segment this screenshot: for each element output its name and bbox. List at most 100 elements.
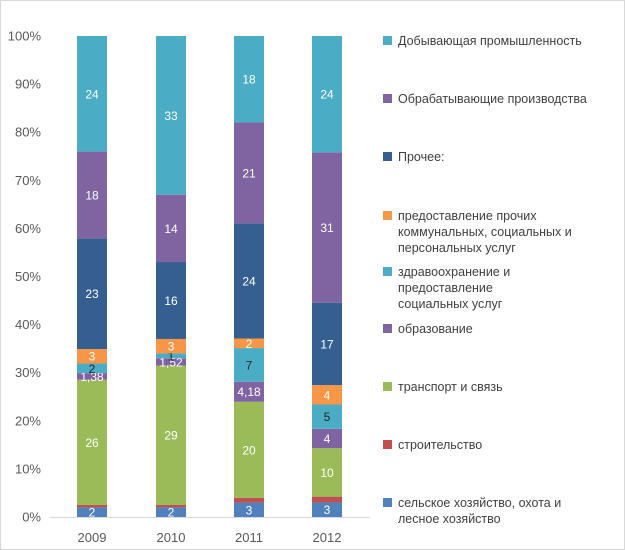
legend-label: Прочее: [398, 150, 445, 164]
bar-segment [156, 507, 186, 517]
data-label: 2 [168, 506, 175, 520]
data-label: 24 [85, 87, 99, 101]
legend-swatch [383, 498, 392, 507]
bar-segment [77, 151, 107, 239]
y-tick-label: 60% [15, 221, 41, 236]
data-label: 3 [168, 340, 175, 354]
legend-swatch [383, 36, 392, 45]
data-label: 21 [242, 166, 256, 180]
legend-swatch [383, 267, 392, 276]
bar-segment [77, 507, 107, 517]
legend-swatch [383, 152, 392, 161]
legend-label: предоставление прочих коммунальных, социа… [398, 209, 572, 255]
bar-segment [234, 122, 264, 224]
data-label: 31 [320, 221, 334, 235]
bar-segment [156, 504, 186, 508]
bar-segment [312, 385, 342, 405]
bar-segment [312, 152, 342, 303]
data-label: 2 [246, 337, 253, 351]
data-label: 1 [168, 349, 175, 363]
legend-swatch [383, 94, 392, 103]
bar-segment [312, 502, 342, 517]
data-label: 4 [324, 432, 331, 446]
bar-segment [234, 401, 264, 498]
x-tick-label: 2012 [313, 530, 342, 545]
data-label: 1,52 [159, 355, 183, 369]
bar-segment [312, 36, 342, 153]
bar-segment [312, 404, 342, 429]
y-tick-label: 100% [8, 29, 42, 44]
data-label: 18 [242, 73, 256, 87]
bar-segment [77, 363, 107, 374]
bar-segment [234, 497, 264, 503]
y-tick-label: 90% [15, 77, 41, 92]
data-label: 3 [89, 350, 96, 364]
bar-segment [234, 223, 264, 339]
bar-segment [234, 381, 264, 402]
bar-segment [77, 373, 107, 380]
data-label: 29 [164, 429, 178, 443]
bar-segment [156, 358, 186, 366]
legend-swatch [383, 382, 392, 391]
data-label: 10 [320, 466, 334, 480]
data-label: 2 [89, 506, 96, 520]
bar-segment [77, 504, 107, 508]
bar-segment [234, 348, 264, 382]
legend-label: Обрабатывающие производства [398, 92, 587, 106]
y-tick-label: 0% [22, 510, 41, 525]
legend-swatch [383, 211, 392, 220]
data-label: 24 [242, 274, 256, 288]
y-tick-label: 80% [15, 125, 41, 140]
data-label: 4 [324, 388, 331, 402]
y-tick-label: 10% [15, 461, 41, 476]
bar-segment [312, 496, 342, 503]
legend-label: транспорт и связь [398, 380, 503, 394]
bar-segment [234, 36, 264, 123]
legend-swatch [383, 440, 392, 449]
bar-segment [156, 353, 186, 359]
bar-segment [156, 262, 186, 339]
x-tick-label: 2010 [157, 530, 186, 545]
data-label: 33 [164, 109, 178, 123]
legend-label: Добывающая промышленность [398, 34, 582, 48]
data-label: 4,18 [237, 385, 261, 399]
data-label: 24 [320, 88, 334, 102]
data-label: 18 [85, 188, 99, 202]
bar-segment [312, 448, 342, 497]
bar-segment [312, 302, 342, 386]
data-label: 5 [324, 410, 331, 424]
data-label: 14 [164, 222, 178, 236]
data-label: 20 [242, 443, 256, 457]
y-tick-label: 30% [15, 365, 41, 380]
legend-label: строительство [398, 438, 482, 452]
bar-segment [77, 238, 107, 350]
legend-swatch [383, 324, 392, 333]
y-tick-label: 50% [15, 269, 41, 284]
y-tick-label: 70% [15, 173, 41, 188]
x-tick-label: 2011 [235, 530, 263, 545]
bar-segment [156, 36, 186, 195]
data-label: 2 [89, 362, 96, 376]
legend-label: здравоохранение и предоставление социальны… [398, 265, 510, 311]
data-label: 3 [246, 503, 253, 517]
data-label: 7 [246, 358, 253, 372]
bar-segment [234, 338, 264, 349]
bar-segment [312, 428, 342, 449]
bar-segment [77, 36, 107, 152]
legend-label: образование [398, 322, 473, 336]
bar-segment [234, 502, 264, 517]
bar-segment [156, 194, 186, 263]
bar-segment [77, 349, 107, 364]
bar-segment [156, 338, 186, 354]
bar-segment [77, 379, 107, 505]
data-label: 17 [320, 337, 334, 351]
y-tick-label: 40% [15, 317, 41, 332]
bar-segment [156, 365, 186, 505]
data-label: 16 [164, 294, 178, 308]
data-label: 26 [85, 436, 99, 450]
y-tick-label: 20% [15, 413, 41, 428]
data-label: 3 [324, 503, 331, 517]
data-label: 23 [85, 287, 99, 301]
legend-label: сельское хозяйство, охота и лесное хозяйс… [398, 496, 561, 526]
